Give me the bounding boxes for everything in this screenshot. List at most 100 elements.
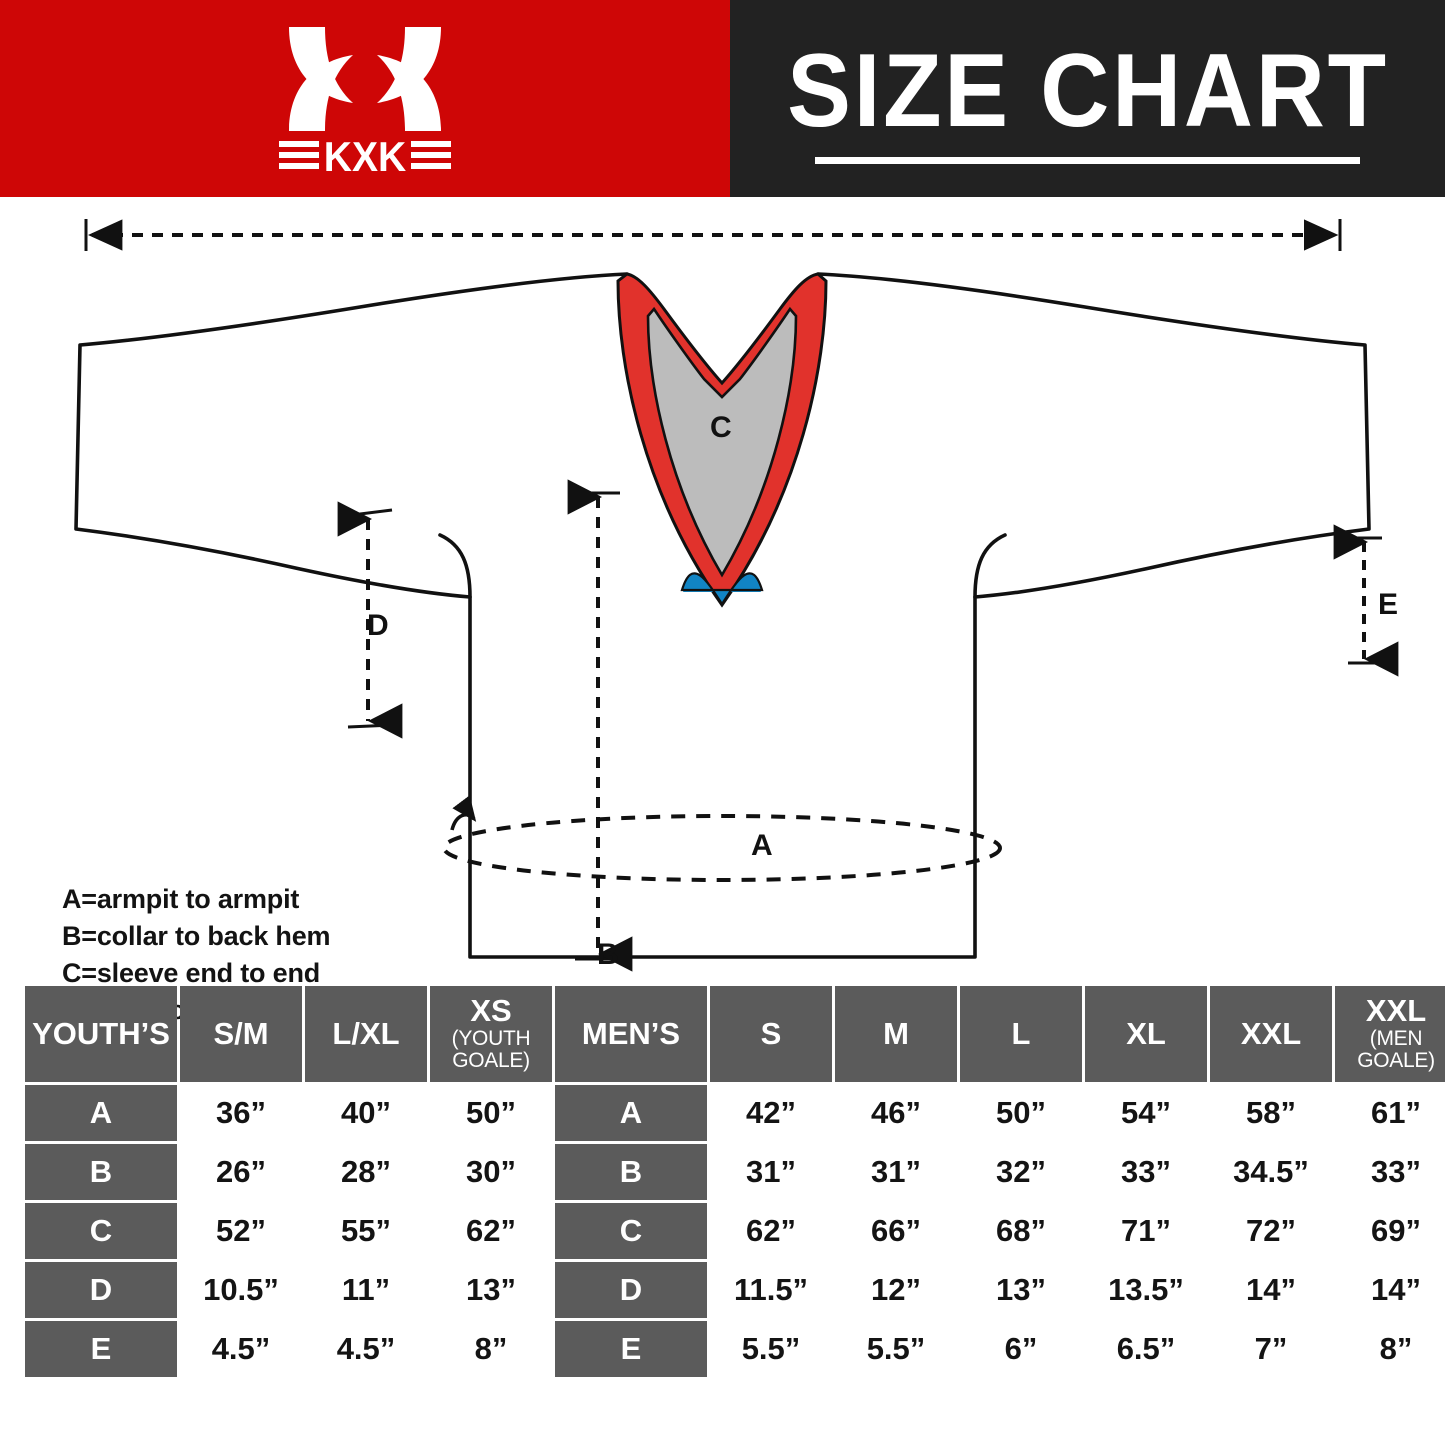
table-header-cell: XXL <box>1210 986 1332 1082</box>
measurement-cell-youth: 52” <box>180 1203 302 1259</box>
measurement-cell-mens: 5.5” <box>835 1321 957 1377</box>
title-panel: SIZE CHART <box>730 0 1445 197</box>
table-header-cell: S <box>710 986 832 1082</box>
table-row: E 4.5” 4.5” 8” E 5.5” 5.5” 6” 6.5” 7” 8” <box>25 1321 1445 1377</box>
measurement-cell-mens: 69” <box>1335 1203 1445 1259</box>
measurement-cell-youth: 4.5” <box>180 1321 302 1377</box>
measurement-cell-mens: 68” <box>960 1203 1082 1259</box>
table-header-cell: XXL (MEN GOALE) <box>1335 986 1445 1082</box>
row-label-mens: E <box>555 1321 707 1377</box>
kxk-logo-icon: KXK <box>265 19 465 180</box>
page-title: SIZE CHART <box>786 33 1389 149</box>
header-main-label: XS <box>470 993 512 1029</box>
measurement-cell-youth: 62” <box>430 1203 552 1259</box>
measurement-cell-youth: 8” <box>430 1321 552 1377</box>
measurement-cell-mens: 32” <box>960 1144 1082 1200</box>
legend-item-a: A=armpit to armpit <box>62 884 300 914</box>
measurement-cell-mens: 54” <box>1085 1085 1207 1141</box>
measurement-cell-mens: 42” <box>710 1085 832 1141</box>
measurement-cell-youth: 30” <box>430 1144 552 1200</box>
measurement-cell-youth: 36” <box>180 1085 302 1141</box>
measurement-cell-mens: 12” <box>835 1262 957 1318</box>
row-label-youth: C <box>25 1203 177 1259</box>
header-sub-label: (MEN GOALE) <box>1357 1027 1435 1073</box>
legend-item-b: B=collar to back hem <box>62 920 331 951</box>
measurement-cell-youth: 11” <box>305 1262 427 1318</box>
measurement-cell-mens: 46” <box>835 1085 957 1141</box>
row-label-mens: B <box>555 1144 707 1200</box>
header-main-label: XXL <box>1365 993 1427 1029</box>
measurement-cell-mens: 6” <box>960 1321 1082 1377</box>
measurement-cell-mens: 62” <box>710 1203 832 1259</box>
brand-panel: KXK <box>0 0 730 197</box>
armhole-curves <box>438 533 1007 599</box>
measurement-cell-youth: 10.5” <box>180 1262 302 1318</box>
table-header-cell: S/M <box>180 986 302 1082</box>
header-sub-label: (YOUTH GOALE) <box>451 1027 531 1073</box>
table-header-cell: YOUTH’S <box>25 986 177 1082</box>
measurement-cell-mens: 31” <box>835 1144 957 1200</box>
measurement-cell-mens: 33” <box>1335 1144 1445 1200</box>
table-header-cell: M <box>835 986 957 1082</box>
jersey-outline <box>74 272 1371 959</box>
table-header-cell: XL <box>1085 986 1207 1082</box>
jersey-illustration <box>74 219 1399 972</box>
measurement-cell-youth: 28” <box>305 1144 427 1200</box>
measurement-cell-mens: 71” <box>1085 1203 1207 1259</box>
measurement-cell-mens: 14” <box>1335 1262 1445 1318</box>
measurement-cell-mens: 13” <box>960 1262 1082 1318</box>
jersey-diagram: C D B E A A=armpit to armpit B=collar to… <box>0 197 1445 1062</box>
measurement-cell-youth: 4.5” <box>305 1321 427 1377</box>
dimension-c-arrow <box>84 219 1342 251</box>
size-table-container: YOUTH’S S/M L/XL XS (YOUTH GOALE) MEN’S S M L XL X… <box>22 983 1445 1380</box>
dimension-label-e: E <box>1378 588 1399 621</box>
table-header-cell: XS (YOUTH GOALE) <box>430 986 552 1082</box>
page-header: KXK SIZE CHART <box>0 0 1445 197</box>
table-header-cell: L/XL <box>305 986 427 1082</box>
table-row: C 52” 55” 62” C 62” 66” 68” 71” 72” 69” <box>25 1203 1445 1259</box>
size-table: YOUTH’S S/M L/XL XS (YOUTH GOALE) MEN’S S M L XL X… <box>22 983 1445 1380</box>
measurement-cell-mens: 72” <box>1210 1203 1332 1259</box>
measurement-cell-youth: 26” <box>180 1144 302 1200</box>
legend-item-c: C=sleeve end to end <box>62 957 321 988</box>
table-row: A 36” 40” 50” A 42” 46” 50” 54” 58” 61” <box>25 1085 1445 1141</box>
measurement-cell-mens: 33” <box>1085 1144 1207 1200</box>
measurement-cell-mens: 11.5” <box>710 1262 832 1318</box>
measurement-cell-mens: 31” <box>710 1144 832 1200</box>
measurement-cell-mens: 58” <box>1210 1085 1332 1141</box>
dimension-a-ellipse <box>442 795 1002 882</box>
title-underline <box>815 157 1360 164</box>
row-label-youth: D <box>25 1262 177 1318</box>
measurement-cell-mens: 7” <box>1210 1321 1332 1377</box>
dimension-label-d: D <box>367 609 389 642</box>
row-label-mens: C <box>555 1203 707 1259</box>
dimension-e-arrow <box>1333 524 1399 677</box>
table-row: D 10.5” 11” 13” D 11.5” 12” 13” 13.5” 14” 14” <box>25 1262 1445 1318</box>
svg-text:KXK: KXK <box>324 132 406 178</box>
dimension-label-b: B <box>597 938 619 971</box>
measurement-cell-youth: 40” <box>305 1085 427 1141</box>
row-label-youth: B <box>25 1144 177 1200</box>
measurement-cell-mens: 66” <box>835 1203 957 1259</box>
measurement-cell-youth: 13” <box>430 1262 552 1318</box>
table-header-cell: L <box>960 986 1082 1082</box>
dimension-d-arrow <box>337 501 403 739</box>
dimension-label-a: A <box>751 829 773 862</box>
table-row: B 26” 28” 30” B 31” 31” 32” 33” 34.5” 33” <box>25 1144 1445 1200</box>
collar <box>616 272 828 608</box>
measurement-cell-youth: 55” <box>305 1203 427 1259</box>
measurement-cell-youth: 50” <box>430 1085 552 1141</box>
table-header-row: YOUTH’S S/M L/XL XS (YOUTH GOALE) MEN’S S M L XL X… <box>25 986 1445 1082</box>
measurement-cell-mens: 13.5” <box>1085 1262 1207 1318</box>
measurement-cell-mens: 5.5” <box>710 1321 832 1377</box>
dimension-label-c: C <box>710 411 732 444</box>
measurement-cell-mens: 50” <box>960 1085 1082 1141</box>
measurement-cell-mens: 8” <box>1335 1321 1445 1377</box>
table-header-cell: MEN’S <box>555 986 707 1082</box>
row-label-youth: E <box>25 1321 177 1377</box>
measurement-cell-mens: 61” <box>1335 1085 1445 1141</box>
row-label-youth: A <box>25 1085 177 1141</box>
measurement-cell-mens: 14” <box>1210 1262 1332 1318</box>
row-label-mens: A <box>555 1085 707 1141</box>
measurement-cell-mens: 34.5” <box>1210 1144 1332 1200</box>
